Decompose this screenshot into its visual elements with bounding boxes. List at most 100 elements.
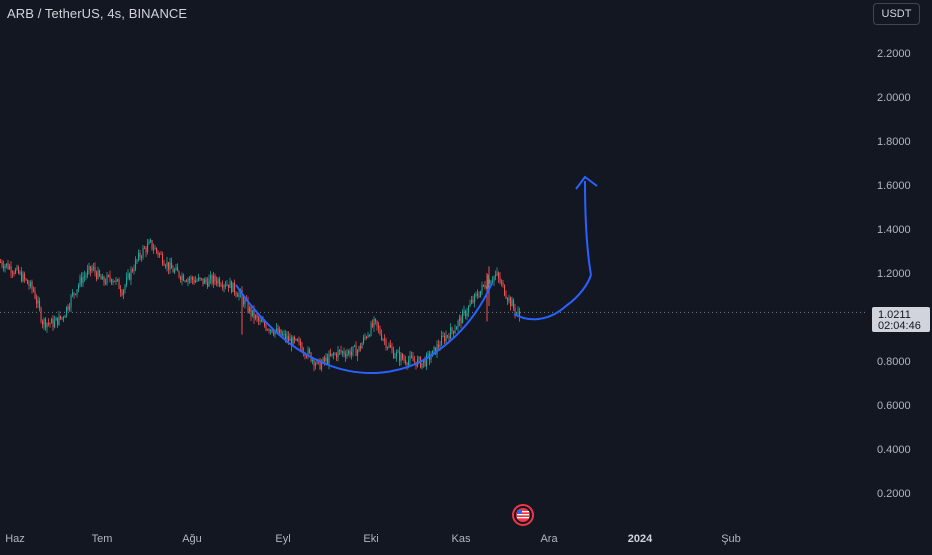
candle-body	[267, 329, 269, 331]
candle-body	[274, 330, 276, 335]
candle-body	[450, 327, 452, 339]
candle-body	[400, 354, 402, 362]
candle-body	[427, 353, 429, 355]
candle-body	[466, 312, 468, 317]
candle-body	[364, 337, 366, 339]
candle-body	[480, 290, 482, 297]
candle-body	[244, 300, 246, 305]
candle-body	[82, 276, 84, 284]
candle-body	[117, 279, 119, 281]
candle-body	[139, 252, 141, 258]
candle-body	[193, 279, 195, 283]
candle-body	[202, 278, 204, 284]
candle-body	[222, 285, 224, 288]
candle-body	[88, 266, 90, 270]
candle-body	[478, 296, 480, 298]
candle-body	[45, 319, 47, 328]
candle-body	[373, 318, 375, 327]
candle-body	[30, 281, 32, 287]
candle-body	[276, 328, 278, 331]
candle-body	[370, 323, 372, 336]
time-tick-label: Kas	[452, 533, 471, 545]
countdown-value: 02:04:46	[878, 320, 921, 332]
candle-body	[492, 280, 494, 282]
candle-body	[283, 333, 285, 335]
candle-body	[352, 346, 354, 352]
candle-body	[324, 357, 326, 362]
candle-body	[306, 356, 308, 358]
candle-body	[22, 273, 24, 282]
candle-body	[312, 359, 314, 362]
candle-body	[396, 352, 398, 357]
candle-body	[90, 266, 92, 272]
candle-body	[301, 345, 303, 352]
candle-body	[75, 293, 77, 295]
currency-button[interactable]: USDT	[873, 3, 920, 25]
candle-body	[204, 279, 206, 284]
candle-body	[436, 344, 438, 355]
candle-body	[442, 335, 444, 337]
candle-body	[484, 285, 486, 288]
candle-body	[223, 285, 225, 288]
candle-body	[55, 317, 57, 321]
candle-body	[490, 281, 492, 284]
candle-body	[96, 272, 98, 279]
candle-body	[351, 351, 353, 356]
candle-body	[0, 262, 2, 263]
candle-body	[517, 311, 519, 313]
candle-body	[319, 360, 321, 370]
drawing-layer[interactable]	[235, 175, 598, 375]
candle-body	[322, 357, 324, 363]
candle-body	[433, 347, 435, 351]
candle-body	[309, 349, 311, 353]
candle-body	[9, 266, 11, 270]
candle-body	[273, 332, 275, 335]
price-tick-label: 1.6000	[877, 180, 911, 192]
arrow-drawing[interactable]	[584, 180, 592, 276]
candle-body	[186, 280, 188, 282]
price-tick-label: 0.4000	[877, 444, 911, 456]
candle-body	[237, 295, 239, 297]
candle-body	[375, 318, 377, 321]
candle-body	[108, 275, 110, 277]
candle-body	[297, 339, 299, 341]
candlestick-series[interactable]	[0, 238, 521, 372]
price-tick-label: 0.8000	[877, 356, 911, 368]
arrow-head-drawing[interactable]	[575, 175, 598, 190]
candle-body	[381, 334, 383, 340]
candle-body	[72, 292, 74, 296]
candle-body	[1, 262, 3, 266]
candle-body	[504, 284, 506, 296]
candle-body	[508, 297, 510, 301]
candle-body	[271, 329, 273, 333]
candle-body	[12, 272, 14, 274]
candle-body	[343, 351, 345, 355]
candle-body	[118, 279, 120, 290]
candle-body	[406, 363, 408, 366]
candle-body	[423, 360, 425, 363]
candle-body	[441, 335, 443, 346]
time-axis[interactable]: Haz Tem Ağu Eyl Eki Kas Ara 2024 Şub	[5, 533, 741, 545]
candle-body	[151, 240, 153, 249]
candle-body	[34, 291, 36, 299]
symbol-title[interactable]: ARB / TetherUS, 4s, BINANCE	[7, 6, 188, 21]
us-flag-icon[interactable]	[512, 504, 534, 526]
candle-body	[19, 272, 21, 274]
candle-body	[328, 353, 330, 364]
candle-body	[36, 298, 38, 304]
candle-body	[408, 360, 410, 366]
candle-body	[10, 266, 12, 273]
candle-body	[454, 329, 456, 334]
candle-body	[487, 280, 489, 288]
candle-body	[168, 262, 170, 270]
cup-curve-drawing[interactable]	[235, 282, 493, 375]
candle-body	[141, 256, 143, 258]
candle-body	[144, 247, 146, 249]
candle-body	[52, 319, 54, 328]
handle-curve-drawing[interactable]	[513, 274, 592, 321]
candle-body	[156, 248, 158, 252]
candle-body	[438, 344, 440, 347]
price-axis[interactable]: 2.2000 2.0000 1.8000 1.6000 1.4000 1.2000 0.80…	[877, 48, 911, 500]
